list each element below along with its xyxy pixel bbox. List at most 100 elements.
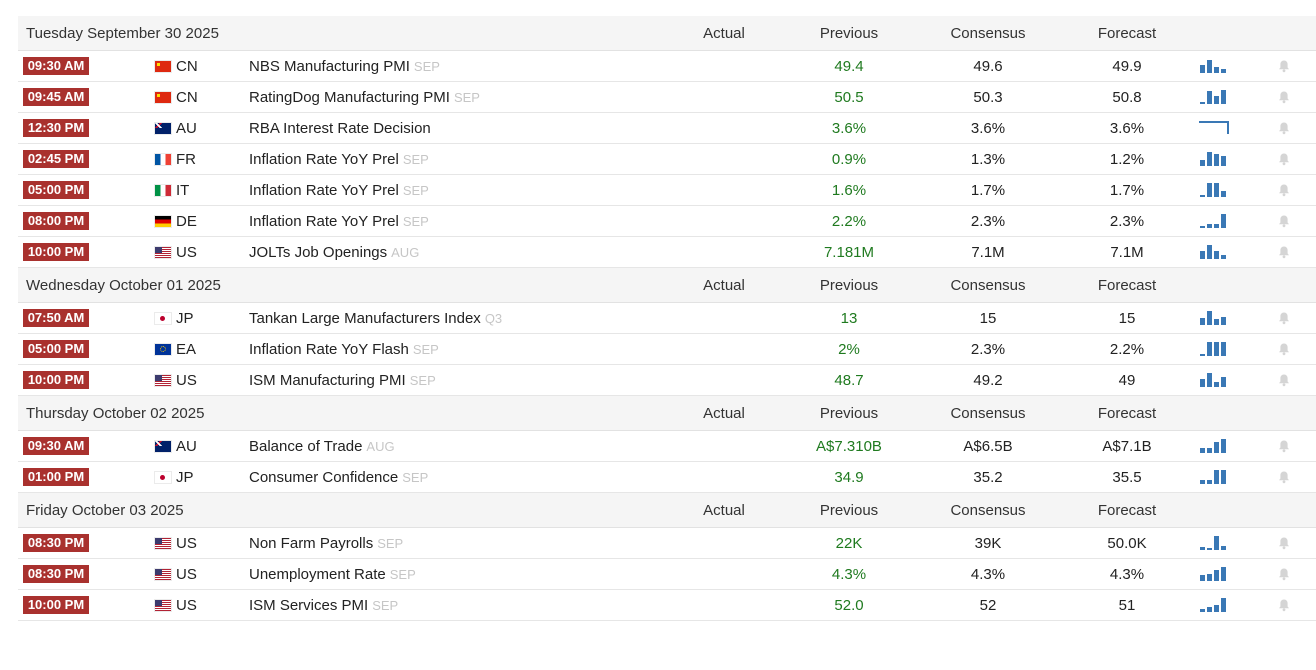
actual-column-header[interactable]: Actual bbox=[703, 24, 745, 42]
previous-column-header[interactable]: Previous bbox=[819, 404, 879, 422]
event-name-link[interactable]: Non Farm Payrolls bbox=[249, 534, 374, 552]
forecast-column-header[interactable]: Forecast bbox=[1097, 276, 1157, 294]
event-row[interactable]: 08:30 PM US Unemployment Rate SEP 4.3% 4.3% 4.… bbox=[18, 559, 1316, 590]
bell-icon[interactable] bbox=[1276, 528, 1292, 558]
event-time: 10:00 PM bbox=[23, 365, 89, 395]
event-row[interactable]: 09:30 AM CN NBS Manufacturing PMI SEP 49.4 49… bbox=[18, 51, 1316, 82]
actual-column-header[interactable]: Actual bbox=[703, 276, 745, 294]
country-code[interactable]: US bbox=[176, 243, 197, 261]
event-row[interactable]: 09:45 AM CN RatingDog Manufacturing PMI SEP… bbox=[18, 82, 1316, 113]
sparkline-bar bbox=[1200, 251, 1205, 259]
sparkline[interactable] bbox=[1198, 175, 1230, 205]
event-name-link[interactable]: Tankan Large Manufacturers Index bbox=[249, 309, 481, 327]
sparkline[interactable] bbox=[1198, 113, 1230, 143]
consensus-column-header[interactable]: Consensus bbox=[950, 24, 1026, 42]
event-name-link[interactable]: ISM Services PMI bbox=[249, 596, 369, 614]
event-name-link[interactable]: Balance of Trade bbox=[249, 437, 363, 455]
sparkline-bar bbox=[1207, 224, 1212, 228]
consensus-column-header[interactable]: Consensus bbox=[950, 404, 1026, 422]
country-code[interactable]: US bbox=[176, 596, 197, 614]
country-code[interactable]: AU bbox=[176, 119, 197, 137]
event-row[interactable]: 10:00 PM US JOLTs Job Openings AUG 7.181M 7.1… bbox=[18, 237, 1316, 268]
sparkline[interactable] bbox=[1198, 334, 1230, 364]
bell-icon[interactable] bbox=[1276, 590, 1292, 620]
bell-icon[interactable] bbox=[1276, 82, 1292, 112]
consensus-column-header[interactable]: Consensus bbox=[950, 276, 1026, 294]
bell-icon[interactable] bbox=[1276, 462, 1292, 492]
event-name-link[interactable]: NBS Manufacturing PMI bbox=[249, 57, 410, 75]
event-name-link[interactable]: Inflation Rate YoY Flash bbox=[249, 340, 409, 358]
event-name-link[interactable]: ISM Manufacturing PMI bbox=[249, 371, 406, 389]
sparkline[interactable] bbox=[1198, 303, 1230, 333]
country-code[interactable]: CN bbox=[176, 88, 198, 106]
sparkline[interactable] bbox=[1198, 590, 1230, 620]
bell-icon[interactable] bbox=[1276, 175, 1292, 205]
bell-icon[interactable] bbox=[1276, 334, 1292, 364]
previous-column-header[interactable]: Previous bbox=[819, 24, 879, 42]
event-name-link[interactable]: Inflation Rate YoY Prel bbox=[249, 181, 399, 199]
event-row[interactable]: 01:00 PM JP Consumer Confidence SEP 34.9 35.2… bbox=[18, 462, 1316, 493]
country-code[interactable]: JP bbox=[176, 309, 194, 327]
event-row[interactable]: 10:00 PM US ISM Manufacturing PMI SEP 48.7 49… bbox=[18, 365, 1316, 396]
event-name-link[interactable]: Inflation Rate YoY Prel bbox=[249, 212, 399, 230]
country-code[interactable]: FR bbox=[176, 150, 196, 168]
sparkline[interactable] bbox=[1198, 559, 1230, 589]
sparkline[interactable] bbox=[1198, 365, 1230, 395]
previous-value: 48.7 bbox=[834, 371, 864, 389]
bell-icon[interactable] bbox=[1276, 431, 1292, 461]
country-code[interactable]: JP bbox=[176, 468, 194, 486]
event-name-link[interactable]: JOLTs Job Openings bbox=[249, 243, 388, 261]
forecast-column-header[interactable]: Forecast bbox=[1097, 501, 1157, 519]
bell-icon[interactable] bbox=[1276, 144, 1292, 174]
event-row[interactable]: 07:50 AM JP Tankan Large Manufacturers Ind… bbox=[18, 303, 1316, 334]
sparkline[interactable] bbox=[1198, 144, 1230, 174]
event-name-link[interactable]: Inflation Rate YoY Prel bbox=[249, 150, 399, 168]
country-flag bbox=[155, 462, 171, 492]
sparkline[interactable] bbox=[1198, 237, 1230, 267]
event-row[interactable]: 05:00 PM EA Inflation Rate YoY Flash SEP 2% 2… bbox=[18, 334, 1316, 365]
event-row[interactable]: 08:30 PM US Non Farm Payrolls SEP 22K 39K 50.0… bbox=[18, 528, 1316, 559]
forecast-column-header[interactable]: Forecast bbox=[1097, 404, 1157, 422]
actual-column-header[interactable]: Actual bbox=[703, 404, 745, 422]
actual-column-header[interactable]: Actual bbox=[703, 501, 745, 519]
bell-icon[interactable] bbox=[1276, 206, 1292, 236]
event-row[interactable]: 02:45 PM FR Inflation Rate YoY Prel SEP 0.9%… bbox=[18, 144, 1316, 175]
event-name-link[interactable]: RBA Interest Rate Decision bbox=[249, 119, 431, 137]
event-name-link[interactable]: Unemployment Rate bbox=[249, 565, 386, 583]
bell-icon[interactable] bbox=[1276, 237, 1292, 267]
forecast-column-header[interactable]: Forecast bbox=[1097, 24, 1157, 42]
event-row[interactable]: 10:00 PM US ISM Services PMI SEP 52.0 52 51 bbox=[18, 590, 1316, 621]
sparkline[interactable] bbox=[1198, 82, 1230, 112]
country-code[interactable]: CN bbox=[176, 57, 198, 75]
bell-icon[interactable] bbox=[1276, 113, 1292, 143]
time-badge: 08:00 PM bbox=[23, 212, 89, 230]
sparkline[interactable] bbox=[1198, 462, 1230, 492]
actual-value bbox=[678, 462, 770, 492]
sparkline[interactable] bbox=[1198, 206, 1230, 236]
event-row[interactable]: 09:30 AM AU Balance of Trade AUG A$7.310B A$6… bbox=[18, 431, 1316, 462]
event-row[interactable]: 05:00 PM IT Inflation Rate YoY Prel SEP 1.6%… bbox=[18, 175, 1316, 206]
bell-icon[interactable] bbox=[1276, 303, 1292, 333]
event-row[interactable]: 12:30 PM AU RBA Interest Rate Decision 3.6%… bbox=[18, 113, 1316, 144]
country-code[interactable]: DE bbox=[176, 212, 197, 230]
event-row[interactable]: 08:00 PM DE Inflation Rate YoY Prel SEP 2.2%… bbox=[18, 206, 1316, 237]
country-code[interactable]: AU bbox=[176, 437, 197, 455]
country-code[interactable]: IT bbox=[176, 181, 190, 199]
bell-icon[interactable] bbox=[1276, 559, 1292, 589]
bell-icon[interactable] bbox=[1276, 365, 1292, 395]
event-name-link[interactable]: RatingDog Manufacturing PMI bbox=[249, 88, 450, 106]
consensus-column-header[interactable]: Consensus bbox=[950, 501, 1026, 519]
sparkline-bar bbox=[1200, 160, 1205, 166]
sparkline[interactable] bbox=[1198, 431, 1230, 461]
country-code[interactable]: US bbox=[176, 534, 197, 552]
country-code[interactable]: US bbox=[176, 565, 197, 583]
previous-column-header[interactable]: Previous bbox=[819, 276, 879, 294]
previous-column-header[interactable]: Previous bbox=[819, 501, 879, 519]
event-name-link[interactable]: Consumer Confidence bbox=[249, 468, 399, 486]
bell-icon[interactable] bbox=[1276, 51, 1292, 81]
sparkline[interactable] bbox=[1198, 51, 1230, 81]
sparkline-bar bbox=[1207, 152, 1212, 166]
sparkline[interactable] bbox=[1198, 528, 1230, 558]
country-code[interactable]: US bbox=[176, 371, 197, 389]
country-code[interactable]: EA bbox=[176, 340, 197, 358]
